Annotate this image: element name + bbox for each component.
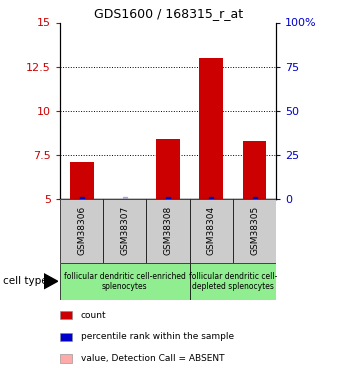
Bar	[190, 199, 233, 262]
Bar	[70, 162, 94, 199]
Text: count: count	[81, 310, 106, 320]
Text: GSM38306: GSM38306	[77, 206, 86, 255]
Text: follicular dendritic cell-enriched
splenocytes: follicular dendritic cell-enriched splen…	[64, 272, 186, 291]
Bar	[146, 199, 190, 262]
Text: GSM38307: GSM38307	[120, 206, 129, 255]
Bar	[199, 58, 223, 199]
Bar	[243, 141, 267, 199]
Text: cell type: cell type	[3, 276, 48, 286]
Bar	[156, 139, 180, 199]
Text: value, Detection Call = ABSENT: value, Detection Call = ABSENT	[81, 354, 224, 363]
Title: GDS1600 / 168315_r_at: GDS1600 / 168315_r_at	[94, 7, 243, 20]
Text: GSM38304: GSM38304	[207, 206, 216, 255]
Bar	[233, 199, 276, 262]
Text: GSM38308: GSM38308	[164, 206, 173, 255]
Polygon shape	[44, 274, 58, 289]
Text: percentile rank within the sample: percentile rank within the sample	[81, 332, 234, 341]
Bar	[103, 199, 146, 262]
Text: follicular dendritic cell-
depleted splenocytes: follicular dendritic cell- depleted sple…	[189, 272, 277, 291]
Bar	[190, 262, 276, 300]
Bar	[60, 262, 190, 300]
Text: GSM38305: GSM38305	[250, 206, 259, 255]
Bar	[60, 199, 103, 262]
